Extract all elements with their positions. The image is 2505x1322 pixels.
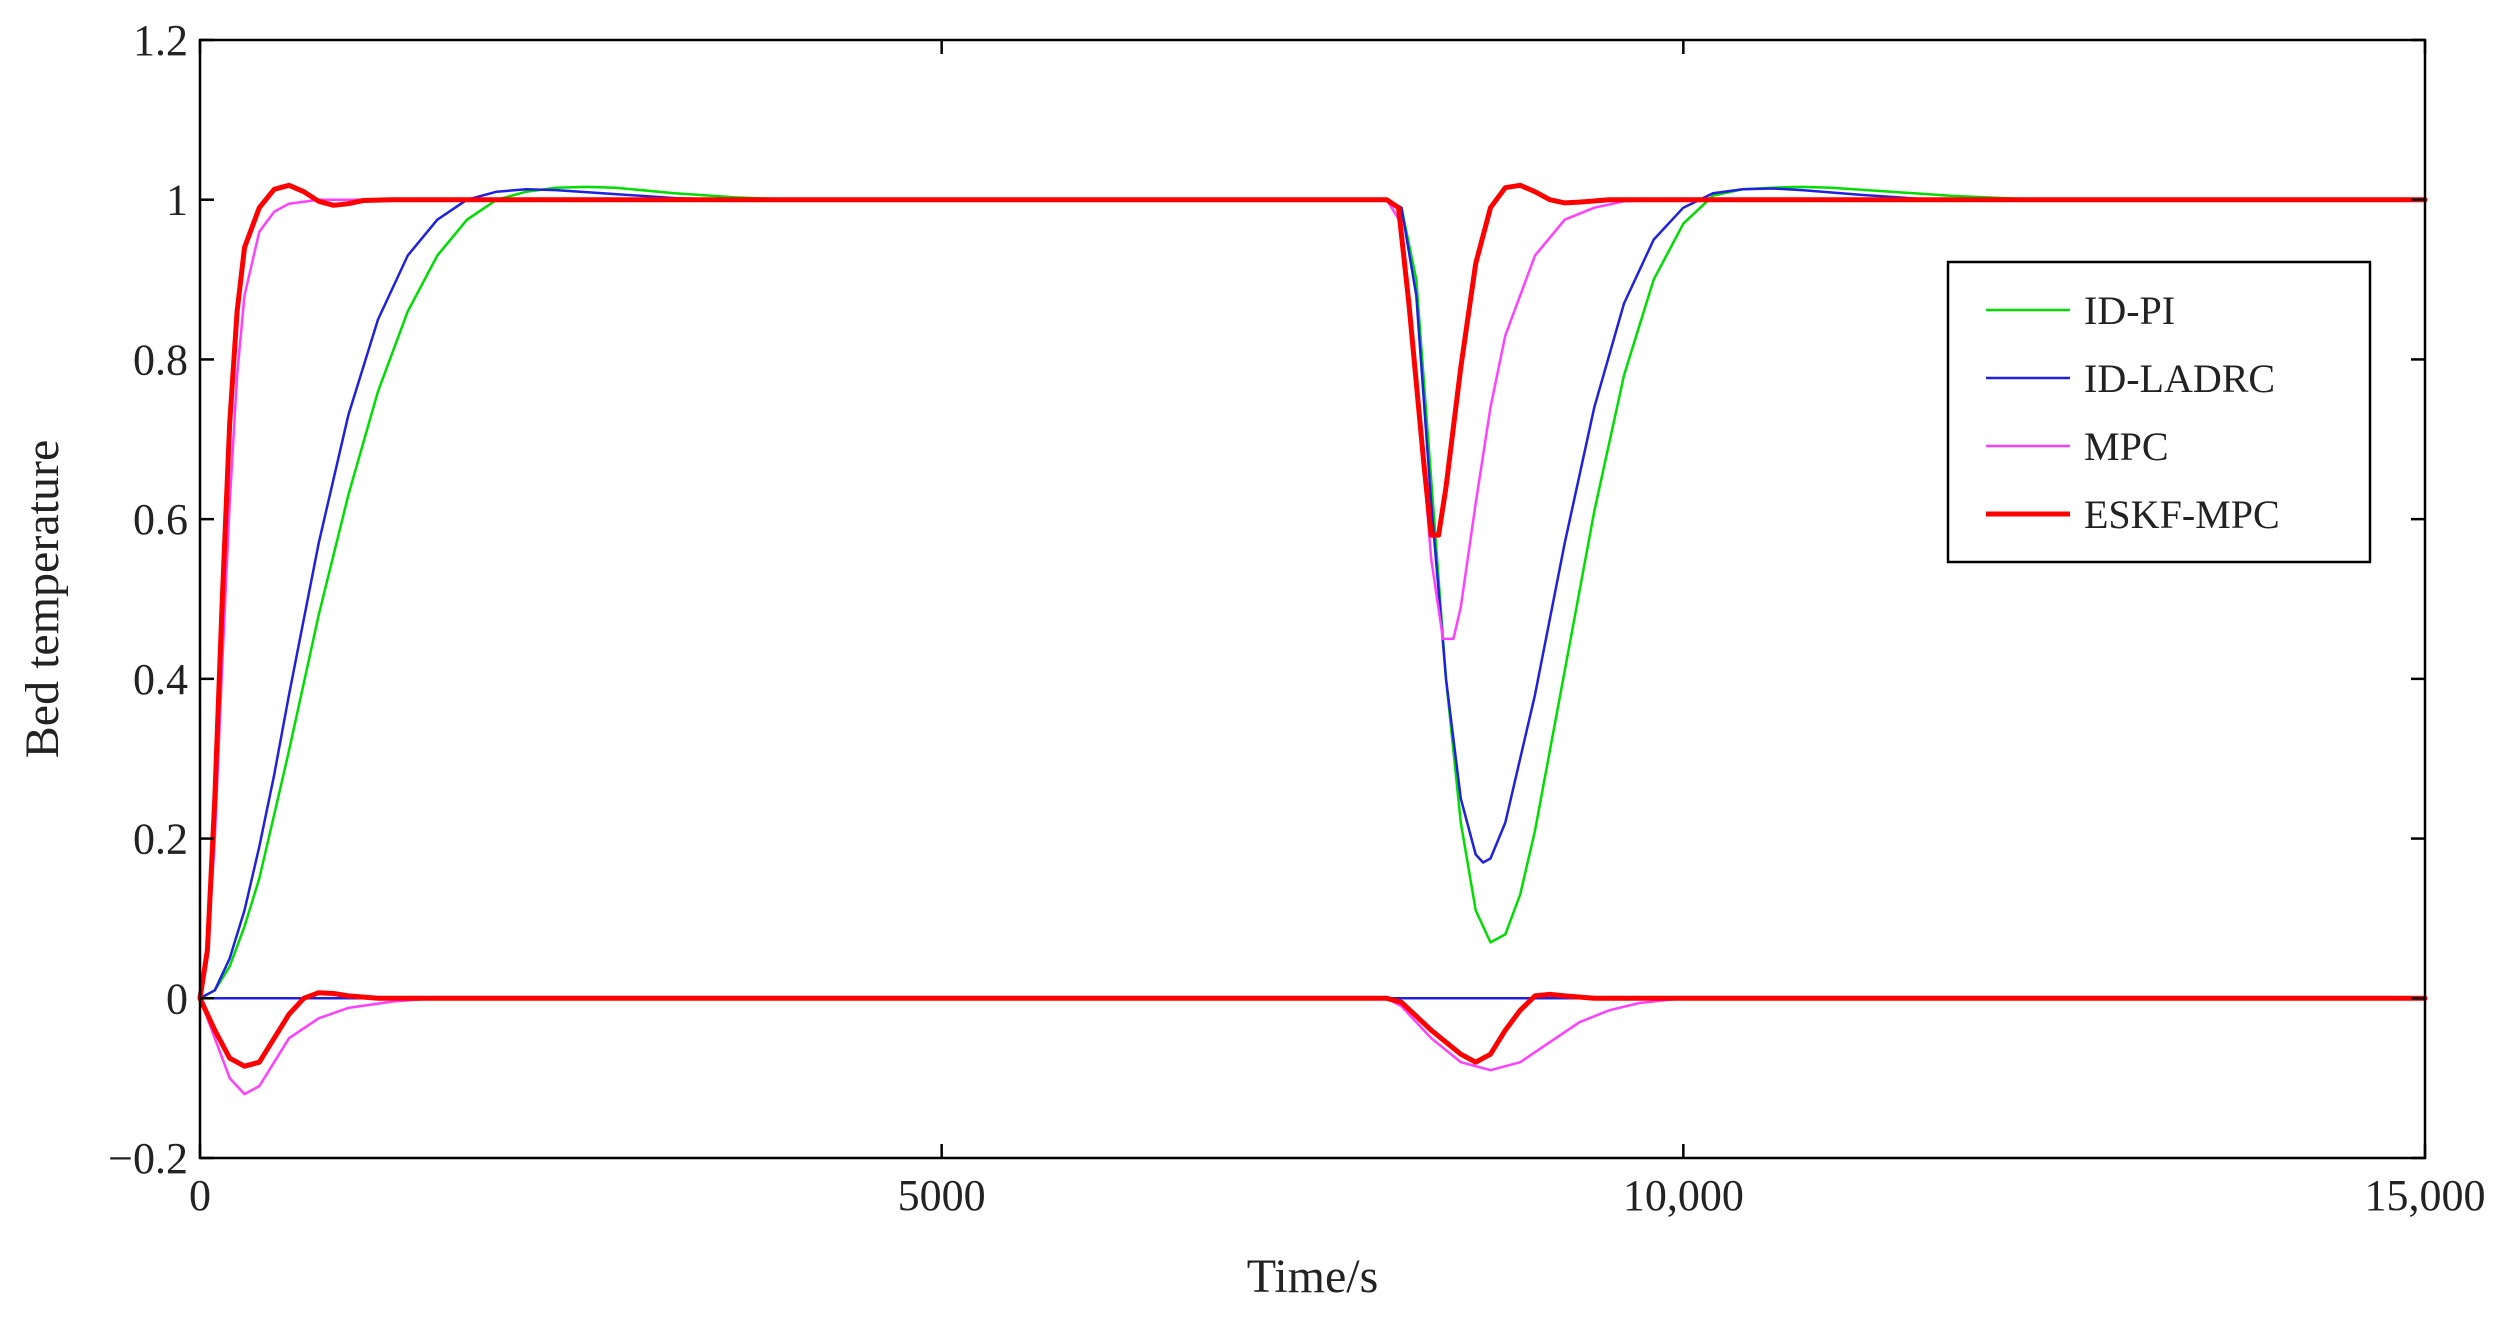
legend-label: ID-PI: [2084, 288, 2175, 333]
series-line-1-output: [198, 187, 2427, 1000]
x-tick-label: 15,000: [2365, 1171, 2486, 1220]
legend-label: ID-LADRC: [2084, 356, 2275, 401]
x-tick-label: 10,000: [1623, 1171, 1744, 1220]
x-tick-label: 5000: [898, 1171, 986, 1220]
legend-label: MPC: [2084, 424, 2169, 469]
series-line-2-control: [198, 997, 2427, 1096]
series-line-3-control: [197, 990, 2428, 1069]
x-tick-label: 0: [189, 1171, 211, 1220]
plot-frame: [198, 38, 2427, 1160]
legend: ID-PI ID-LADRC MPC ESKF-MPC: [1946, 260, 2372, 564]
y-axis-label: Bed temperature: [16, 440, 69, 759]
legend-label: ESKF-MPC: [2084, 492, 2280, 537]
y-tick-label: 0.6: [133, 495, 188, 544]
y-tick-label: 0: [166, 974, 188, 1023]
y-tick-label: 0.4: [133, 655, 188, 704]
x-axis-label: Time/s: [1247, 1250, 1379, 1303]
ticks-layer: 0 5000 10,000 15,000−0.200.20.40.60.811.2: [108, 16, 2485, 1220]
y-tick-label: 1.2: [133, 16, 188, 65]
series-line-3-output: [197, 182, 2428, 1001]
y-tick-label: 1: [166, 176, 188, 225]
y-tick-label: 0.8: [133, 335, 188, 384]
y-tick-label: 0.2: [133, 815, 188, 864]
series-layer: [197, 182, 2428, 1096]
y-tick-label: −0.2: [108, 1134, 188, 1183]
